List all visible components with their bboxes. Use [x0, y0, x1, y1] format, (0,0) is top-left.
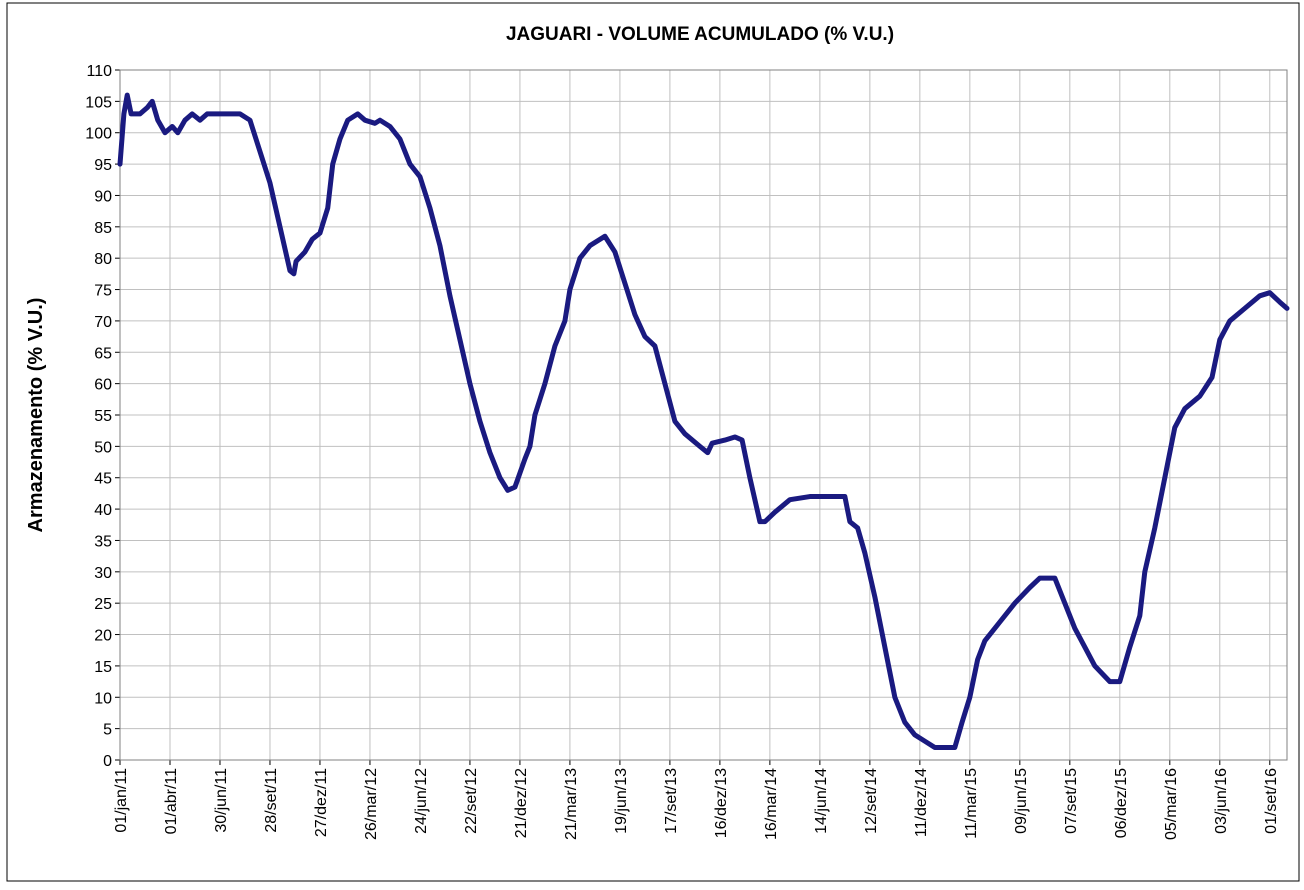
x-tick-label: 01/set/16 — [1263, 768, 1280, 834]
y-tick-label: 100 — [85, 126, 112, 143]
y-tick-label: 15 — [94, 659, 112, 676]
y-tick-label: 85 — [94, 220, 112, 237]
x-tick-label: 24/jun/12 — [413, 768, 430, 834]
x-tick-label: 21/dez/12 — [513, 768, 530, 838]
y-tick-label: 25 — [94, 596, 112, 613]
y-tick-label: 5 — [103, 722, 112, 739]
y-tick-label: 95 — [94, 157, 112, 174]
x-tick-label: 11/dez/14 — [913, 768, 930, 837]
x-tick-label: 01/jan/11 — [113, 768, 130, 833]
x-tick-label: 28/set/11 — [263, 768, 280, 833]
x-tick-label: 11/mar/15 — [963, 768, 980, 839]
y-tick-label: 50 — [94, 439, 112, 456]
x-tick-label: 07/set/15 — [1063, 768, 1080, 834]
y-tick-label: 80 — [94, 251, 112, 268]
x-tick-label: 16/mar/14 — [763, 768, 780, 840]
y-tick-label: 20 — [94, 628, 112, 645]
x-tick-label: 09/jun/15 — [1013, 768, 1030, 834]
data-line — [117, 92, 1290, 750]
y-tick-label: 10 — [94, 690, 112, 707]
plot-area — [119, 69, 1288, 761]
y-tick-label: 70 — [94, 314, 112, 331]
y-tick-label: 105 — [85, 94, 112, 111]
y-tick-label: 35 — [94, 533, 112, 550]
y-axis-label: Armazenamento (% V.U.) — [25, 298, 47, 533]
x-tick-label: 17/set/13 — [663, 768, 680, 834]
x-tick-label: 12/set/14 — [863, 768, 880, 834]
x-tick-label: 06/dez/15 — [1113, 768, 1130, 838]
x-tick-label: 03/jun/16 — [1213, 768, 1230, 834]
x-tick-label: 22/set/12 — [463, 768, 480, 834]
x-tick-label: 19/jun/13 — [613, 768, 630, 834]
x-tick-label: 14/jun/14 — [813, 768, 830, 834]
x-tick-label: 01/abr/11 — [163, 768, 180, 835]
y-tick-label: 75 — [94, 283, 112, 300]
x-tick-label: 30/jun/11 — [213, 768, 230, 833]
chart-title: JAGUARI - VOLUME ACUMULADO (% V.U.) — [506, 24, 894, 45]
x-tick-label: 21/mar/13 — [563, 768, 580, 840]
y-tick-label: 40 — [94, 502, 112, 519]
y-tick-label: 60 — [94, 377, 112, 394]
x-tick-label: 16/dez/13 — [713, 768, 730, 838]
y-tick-label: 110 — [86, 63, 112, 80]
x-tick-label: 26/mar/12 — [363, 768, 380, 840]
x-tick-label: 05/mar/16 — [1163, 768, 1180, 840]
y-tick-label: 65 — [94, 345, 112, 362]
y-tick-label: 55 — [94, 408, 112, 425]
x-tick-label: 27/dez/11 — [313, 768, 330, 837]
y-tick-label: 45 — [94, 471, 112, 488]
y-tick-label: 30 — [94, 565, 112, 582]
y-tick-label: 0 — [103, 753, 112, 770]
chart-border — [6, 2, 1300, 882]
y-tick-label: 90 — [94, 188, 112, 205]
